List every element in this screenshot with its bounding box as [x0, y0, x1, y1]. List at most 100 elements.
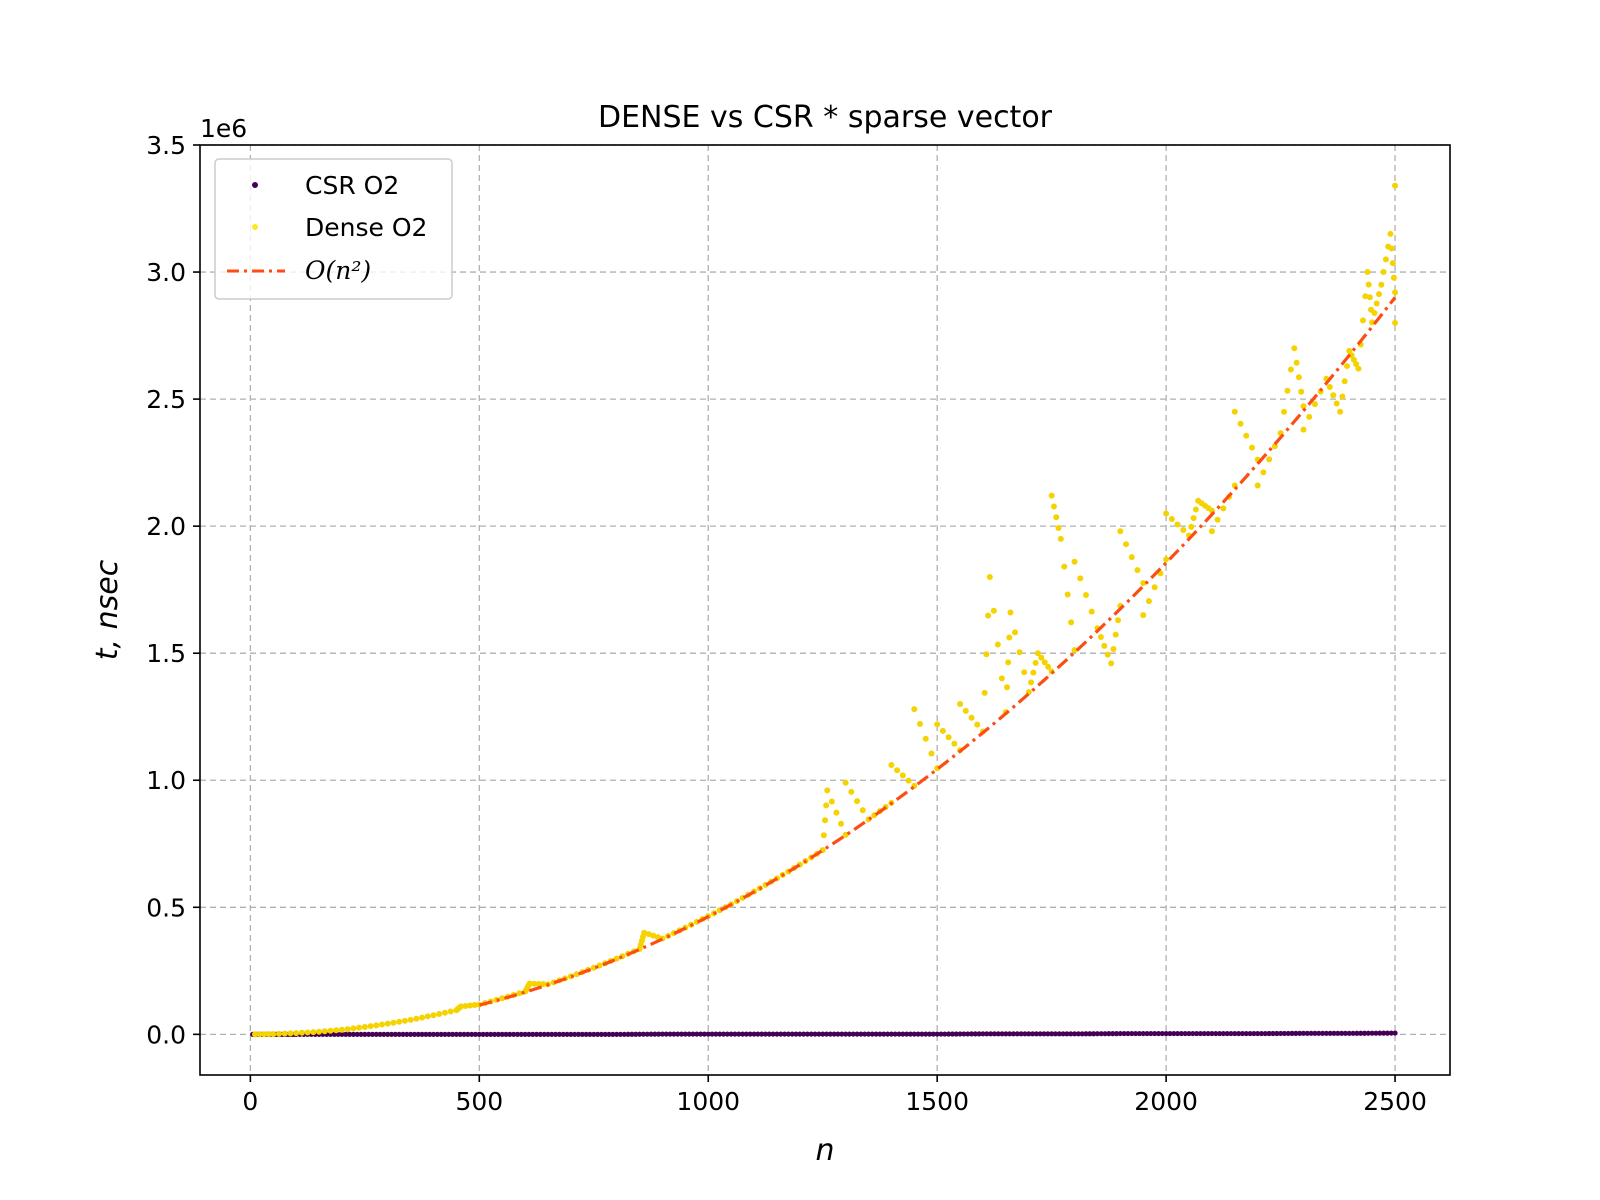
csr-point: [812, 1031, 818, 1037]
dense-point: [1050, 503, 1057, 510]
csr-point: [781, 1031, 788, 1037]
csr-point: [678, 1031, 685, 1037]
csr-point: [587, 1031, 593, 1037]
dense-point: [516, 990, 523, 997]
csr-point: [850, 1031, 856, 1037]
plot-area: [250, 182, 1399, 1038]
csr-point: [1178, 1030, 1184, 1037]
csr-point: [1243, 1030, 1249, 1037]
dense-point: [828, 798, 835, 805]
dense-point: [456, 1004, 463, 1011]
csr-point: [1304, 1030, 1310, 1036]
dense-point: [525, 982, 532, 989]
dense-point: [613, 955, 620, 962]
dense-point: [1192, 506, 1199, 513]
legend-label-fit: O(n²): [305, 256, 371, 285]
csr-point: [1186, 1030, 1192, 1037]
dense-point: [1360, 317, 1367, 324]
legend-label-csr: CSR O2: [305, 171, 399, 200]
dense-point: [1108, 660, 1115, 667]
csr-point: [1132, 1030, 1139, 1037]
dense-point: [1082, 592, 1089, 599]
dense-point: [1068, 619, 1075, 626]
dense-point: [1145, 598, 1152, 605]
dense-point: [1053, 514, 1060, 521]
dense-point: [367, 1023, 374, 1030]
dense-point: [298, 1029, 305, 1036]
csr-point: [816, 1031, 822, 1037]
csr-point: [1136, 1030, 1143, 1037]
dense-point: [1041, 659, 1048, 666]
dense-point: [1214, 516, 1221, 523]
dense-point: [1300, 403, 1307, 410]
csr-point: [392, 1031, 398, 1037]
csr-point: [606, 1031, 612, 1037]
dense-point: [1163, 510, 1170, 517]
dense-point: [1346, 347, 1353, 354]
dense-point: [1287, 366, 1294, 373]
y-tick-label: 3.0: [146, 258, 186, 287]
csr-point: [457, 1031, 463, 1037]
csr-point: [965, 1031, 971, 1037]
dense-point: [962, 707, 969, 714]
dense-point: [338, 1026, 345, 1033]
csr-point: [854, 1031, 860, 1037]
csr-point: [724, 1031, 730, 1037]
csr-point: [713, 1031, 719, 1037]
csr-point: [583, 1031, 589, 1037]
csr-point: [774, 1031, 780, 1037]
csr-point: [385, 1031, 391, 1037]
dense-point: [1038, 654, 1045, 661]
dense-point: [1101, 642, 1108, 649]
csr-point: [827, 1031, 833, 1037]
csr-point: [396, 1031, 402, 1037]
dense-point: [1055, 525, 1062, 532]
dense-point: [1311, 401, 1318, 408]
dense-point: [407, 1016, 414, 1023]
csr-point: [915, 1031, 921, 1037]
csr-point: [541, 1031, 547, 1037]
csr-point: [793, 1031, 799, 1037]
csr-point: [1182, 1030, 1188, 1037]
dense-point: [859, 807, 866, 814]
csr-point: [598, 1031, 605, 1037]
csr-point: [438, 1031, 444, 1037]
dense-point: [499, 995, 506, 1002]
y-tick-label: 3.5: [146, 131, 186, 160]
series-dense-o2: [251, 182, 1399, 1038]
dense-point: [1151, 584, 1158, 591]
dense-point: [1382, 256, 1389, 263]
csr-point: [545, 1031, 551, 1037]
csr-point: [1064, 1031, 1070, 1037]
csr-point: [751, 1031, 757, 1037]
dense-point: [356, 1024, 363, 1031]
csr-point: [720, 1031, 727, 1037]
csr-point: [892, 1031, 898, 1037]
dense-point: [899, 772, 906, 779]
x-axis-label: n: [815, 1133, 834, 1168]
csr-point: [1232, 1030, 1238, 1037]
csr-point: [728, 1031, 734, 1037]
dense-point: [945, 734, 952, 741]
dense-point: [361, 1023, 368, 1030]
dense-point: [1388, 245, 1395, 252]
csr-point: [648, 1031, 654, 1037]
dense-point: [256, 1031, 263, 1038]
csr-point: [1342, 1030, 1349, 1036]
csr-point: [1079, 1031, 1085, 1037]
csr-point: [869, 1031, 875, 1037]
dense-point: [265, 1031, 272, 1038]
y-tick-label: 1.0: [146, 766, 186, 795]
dense-point: [1254, 482, 1261, 489]
dense-point: [1380, 269, 1387, 276]
csr-point: [350, 1031, 356, 1037]
csr-point: [747, 1031, 753, 1037]
dense-point: [540, 981, 547, 988]
csr-point: [1159, 1030, 1165, 1037]
dense-point: [471, 1002, 478, 1009]
csr-point: [888, 1031, 894, 1037]
csr-point: [1323, 1030, 1329, 1036]
csr-point: [1384, 1030, 1391, 1036]
dense-point: [934, 721, 941, 728]
csr-point: [675, 1031, 681, 1037]
